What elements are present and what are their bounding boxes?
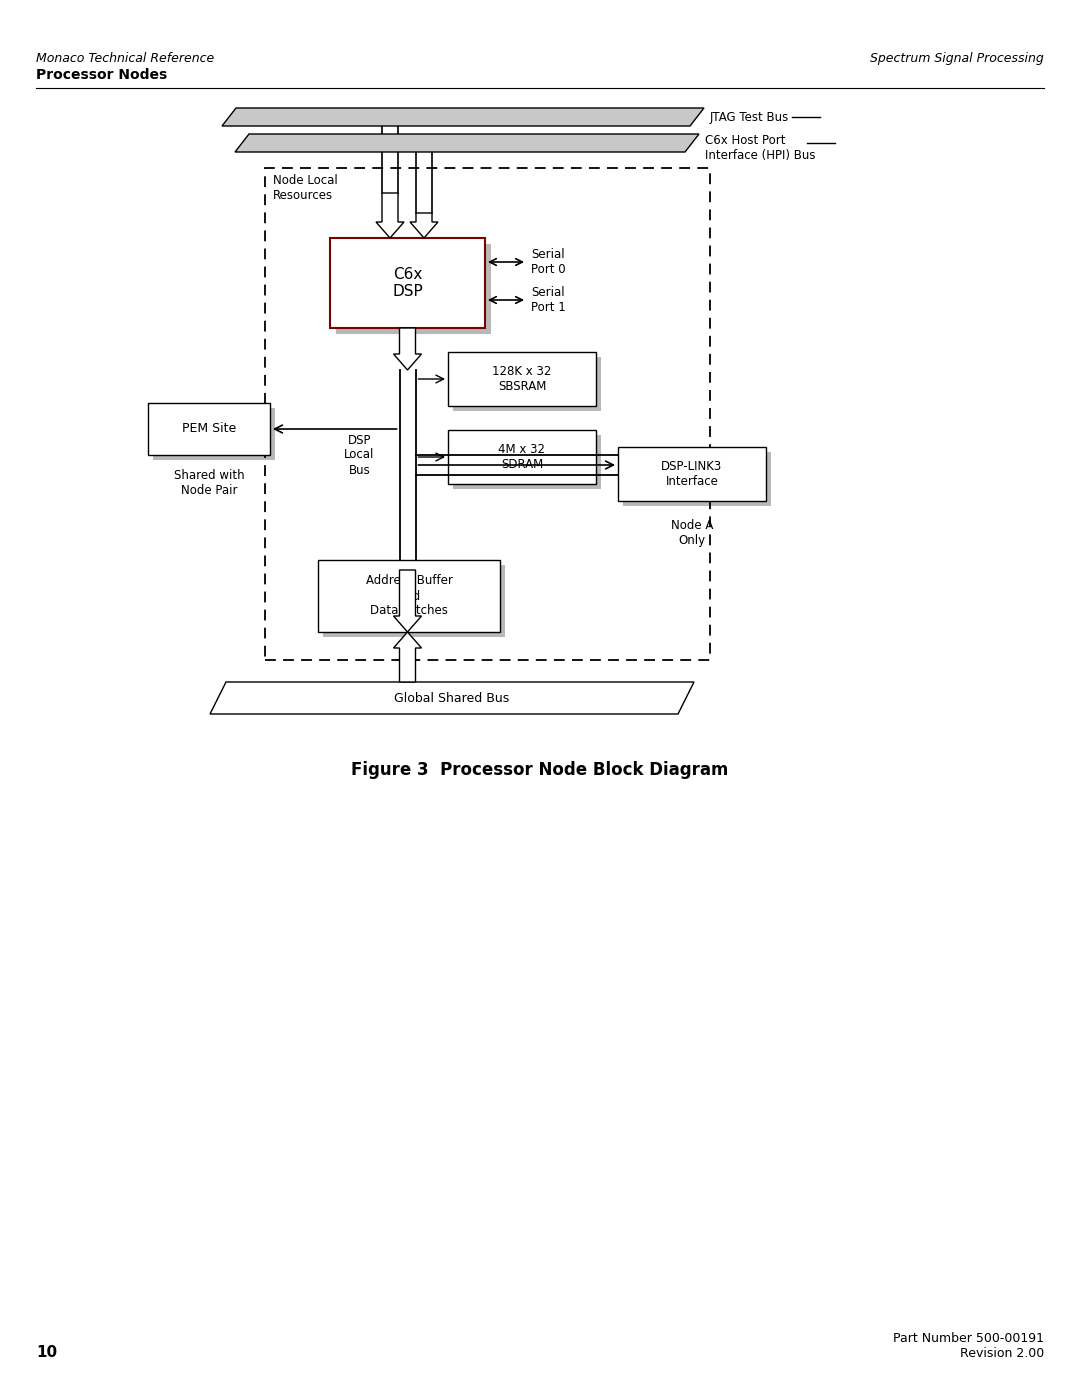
Bar: [318, 560, 500, 631]
Text: PEM Site: PEM Site: [181, 422, 237, 436]
Text: 128K x 32
SBSRAM: 128K x 32 SBSRAM: [492, 365, 552, 393]
Text: Part Number 500-00191
Revision 2.00: Part Number 500-00191 Revision 2.00: [893, 1331, 1044, 1361]
Bar: [453, 434, 600, 489]
Bar: [153, 408, 275, 460]
Polygon shape: [210, 682, 694, 714]
Text: Node A
Only: Node A Only: [671, 520, 713, 548]
FancyArrow shape: [393, 570, 421, 631]
Bar: [448, 430, 596, 483]
Text: C6x
DSP: C6x DSP: [392, 267, 423, 299]
Text: DSP-LINK3
Interface: DSP-LINK3 Interface: [661, 460, 723, 488]
Bar: [148, 402, 270, 455]
FancyArrow shape: [376, 193, 404, 237]
Bar: [453, 358, 600, 411]
Text: Serial
Port 1: Serial Port 1: [531, 286, 566, 314]
Polygon shape: [235, 134, 699, 152]
Text: Address Buffer
and
Data Latches: Address Buffer and Data Latches: [365, 574, 453, 617]
Text: Global Shared Bus: Global Shared Bus: [394, 692, 510, 704]
Text: Node Local
Resources: Node Local Resources: [273, 175, 338, 203]
FancyArrow shape: [410, 212, 438, 237]
Text: Serial
Port 0: Serial Port 0: [531, 249, 566, 277]
Text: Monaco Technical Reference: Monaco Technical Reference: [36, 52, 214, 66]
Bar: [618, 447, 766, 502]
Text: 4M x 32
SDRAM: 4M x 32 SDRAM: [499, 443, 545, 471]
Bar: [323, 564, 505, 637]
Bar: [265, 168, 710, 659]
Text: Shared with
Node Pair: Shared with Node Pair: [174, 469, 244, 497]
Text: 10: 10: [36, 1345, 57, 1361]
FancyArrow shape: [393, 631, 421, 682]
Text: Figure 3  Processor Node Block Diagram: Figure 3 Processor Node Block Diagram: [351, 761, 729, 780]
Bar: [330, 237, 485, 328]
Bar: [623, 453, 771, 506]
Polygon shape: [222, 108, 704, 126]
Text: DSP
Local
Bus: DSP Local Bus: [345, 433, 375, 476]
Text: Processor Nodes: Processor Nodes: [36, 68, 167, 82]
Bar: [448, 352, 596, 407]
Text: JTAG Test Bus: JTAG Test Bus: [710, 110, 789, 123]
FancyArrow shape: [393, 328, 421, 370]
Bar: [336, 244, 491, 334]
Text: Spectrum Signal Processing: Spectrum Signal Processing: [870, 52, 1044, 66]
Text: C6x Host Port
Interface (HPI) Bus: C6x Host Port Interface (HPI) Bus: [705, 134, 815, 162]
